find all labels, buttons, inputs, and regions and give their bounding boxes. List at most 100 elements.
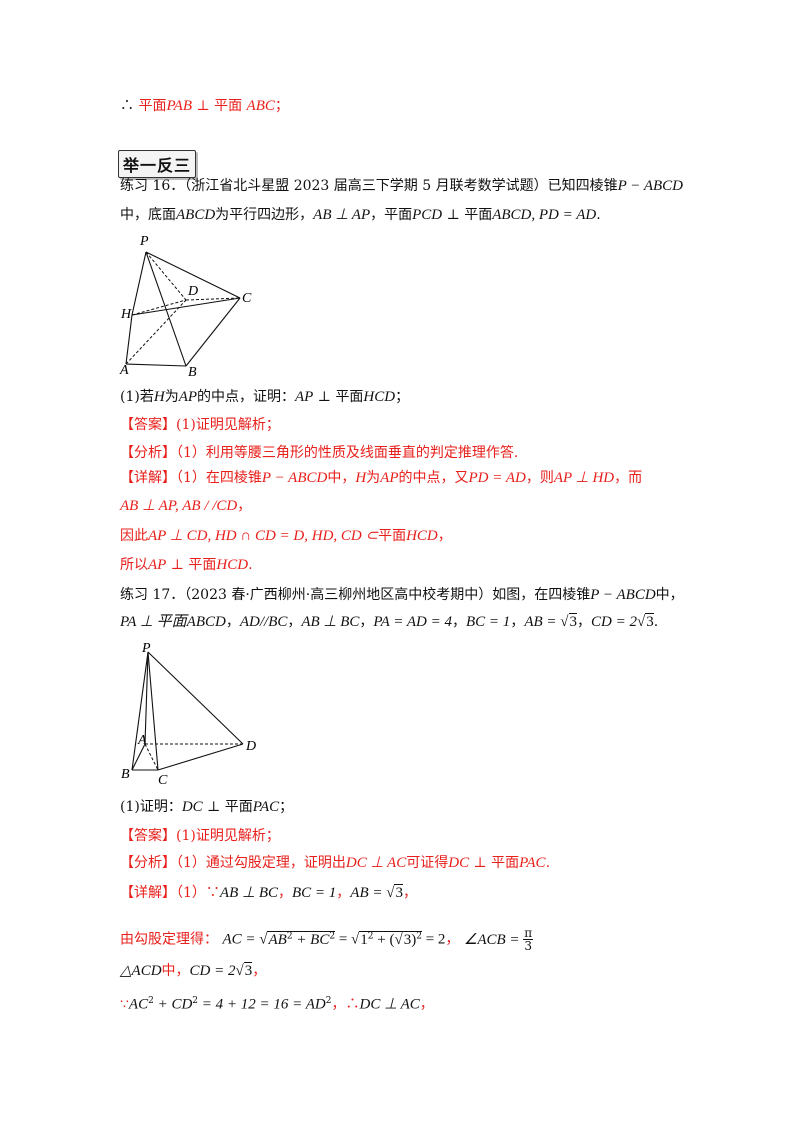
label-P: P [139,234,149,249]
text: ； [395,389,410,405]
text: ⊥ 平面 [313,389,364,405]
sup: 2 [148,996,154,1006]
text: 由勾股定理得： [120,931,218,948]
text: ， [452,614,467,630]
text: （1）利用等腰三角形的性质及线面垂直的判定推理作答. [176,445,519,461]
text: 所以 [120,557,148,573]
math: AB ⊥ BC [301,614,360,630]
math: BC = 1 [291,885,337,901]
math: + CD [153,996,193,1013]
math: ) [411,931,417,948]
math: P − ABCD [590,587,656,603]
text: 为 [366,470,381,486]
text: ，则 [525,470,554,486]
text: ⊥ 平面 [442,207,493,223]
math: HCD [406,528,438,544]
text: ⊥ 平面 [166,557,217,573]
math: AB ⊥ BC [219,885,278,901]
therefore-symbol: ∴ [120,98,134,114]
text: (1)证明见解析； [176,417,280,433]
math: 1 [360,931,368,948]
math: = [335,931,352,948]
math: DC ⊥ AC [345,855,407,871]
analysis-tag: 【分析】 [120,855,176,871]
text: ， [277,885,292,901]
text: 可证得 [406,855,449,871]
edge-PD [147,651,244,745]
ex16-detail-line2: AB ⊥ AP, AB / /CD， [120,496,251,516]
text: ， [437,528,452,544]
section-badge: 举一反三 [118,150,197,178]
detail-tag: 【详解】 [120,885,176,901]
label-A: A [119,363,129,378]
text: 为平行四边形， [215,207,314,223]
math: △ACD [120,963,162,979]
math: AB = [524,614,561,630]
math: AC = [222,931,260,948]
math: PAC [519,855,546,871]
ex17-answer: 【答案】(1)证明见解析； [120,826,280,846]
radicand: 3 [394,884,403,901]
math: PAB [166,98,193,114]
edge-PB [131,651,149,771]
detail-tag: 【详解】 [120,470,176,486]
text: 中， [327,470,356,486]
edge-HC [131,297,241,316]
text: ⊥ 平面 [202,799,253,815]
text: 平面 [138,98,167,114]
radicand: 3 [402,930,412,948]
label-C: C [158,773,168,788]
text: 中， [161,963,190,979]
text: ， [359,614,374,630]
text: ， [510,614,525,630]
figure-pyramid-17: P A D B C [121,641,256,788]
edge-PH [131,251,147,316]
text: 的中点，证明： [197,389,296,405]
math: AB = [350,885,387,901]
math: HCD [363,389,396,405]
edge-PD [145,251,187,301]
ex17-intro-line1: 练习 17．（2023 春·广西柳州·高三柳州地区高中校考期中）如图，在四棱锥P… [120,585,684,605]
math: AB ⊥ AP [313,207,371,223]
math: BC = 1 [466,614,511,630]
edge-PA [144,651,149,745]
ex17-detail-line4: ∵AC2 + CD2 = 4 + 12 = 16 = AD2，∴DC ⊥ AC， [120,991,434,1015]
label-A: A [137,733,147,748]
text: 因此 [120,528,148,544]
ex16-question1: (1)若H为AP的中点，证明：AP ⊥ 平面HCD； [120,387,409,407]
text: ， [419,996,434,1013]
radicand: 3 [243,962,253,979]
math: ABCD, PD = AD [492,207,597,223]
prev-conclusion: ∴ 平面PAB ⊥ 平面 ABC； [120,96,289,116]
text: ， [331,996,346,1013]
text: ， [287,614,302,630]
text: ，而 [614,470,643,486]
edge-HD [131,299,187,316]
math: AB [268,931,287,948]
text: ， [225,614,240,630]
text: . [596,207,601,223]
text: ， [336,885,351,901]
math: AP [148,557,167,573]
math: AB ⊥ AP, AB / /CD [120,498,238,514]
math: AP ⊥ CD, HD ∩ CD = D, HD, CD ⊂ [148,528,379,544]
edge-BC [185,297,241,367]
text: (1)证明： [120,799,182,815]
sup: 2 [329,931,336,941]
ex16-intro-line2: 中，底面ABCD为平行四边形，AB ⊥ AP，平面PCD ⊥ 平面ABCD, P… [120,205,601,225]
text: ∴ [345,996,360,1013]
math: AC [128,996,149,1013]
ex17-detail-line2: 由勾股定理得： AC = √AB2 + BC2 = √12 + (√3)2 = … [120,926,534,954]
sup: 2 [192,996,199,1006]
math: CD = 2 [591,614,637,630]
ex16-answer: 【答案】(1)证明见解析； [120,415,280,435]
edge-PC [145,251,241,299]
math: PA ⊥ 平面ABCD [120,614,226,630]
text: 练习 17．（2023 春·广西柳州·高三柳州地区高中校考期中）如图，在四棱锥 [120,587,591,603]
text: ∵ [120,996,129,1013]
math: ∠ACB = [463,931,524,948]
text: ， [445,931,460,948]
label-C: C [242,291,252,306]
math: P − ABCD [617,178,684,194]
